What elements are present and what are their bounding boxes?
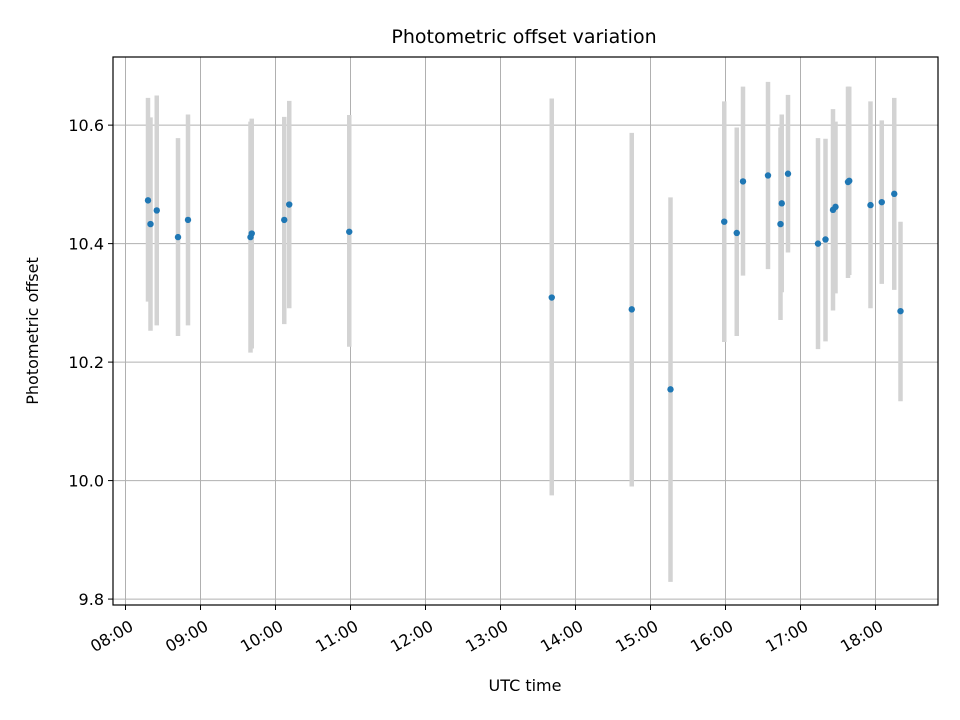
data-point bbox=[721, 218, 728, 225]
x-tick-label: 16:00 bbox=[687, 616, 736, 656]
x-tick-label: 13:00 bbox=[462, 616, 511, 656]
y-axis-ticks: 9.8 10.0 10.2 10.4 10.6 bbox=[68, 116, 113, 609]
data-point bbox=[147, 220, 154, 228]
data-point bbox=[144, 197, 152, 204]
y-tick-label: 10.4 bbox=[68, 235, 104, 254]
x-tick-label: 08:00 bbox=[87, 616, 136, 656]
data-point bbox=[764, 172, 772, 179]
data-point bbox=[891, 190, 898, 198]
data-point bbox=[784, 170, 792, 177]
data-point bbox=[867, 201, 874, 209]
data-point bbox=[897, 307, 904, 315]
x-tick-label: 09:00 bbox=[162, 616, 211, 656]
data-point bbox=[846, 177, 853, 185]
data-point bbox=[832, 203, 839, 211]
data-point bbox=[281, 216, 288, 224]
x-tick-label: 17:00 bbox=[762, 616, 811, 656]
x-tick-label: 10:00 bbox=[237, 616, 286, 656]
data-point bbox=[739, 178, 747, 185]
data-point bbox=[184, 216, 192, 224]
data-point bbox=[822, 236, 829, 243]
x-tick-label: 15:00 bbox=[612, 616, 661, 656]
x-tick-label: 11:00 bbox=[312, 616, 361, 656]
data-point bbox=[733, 229, 740, 237]
y-tick-label: 9.8 bbox=[79, 590, 104, 609]
x-axis-label: UTC time bbox=[489, 676, 562, 695]
chart-title: Photometric offset variation bbox=[391, 26, 656, 48]
x-axis-ticks: 08:00 09:00 10:00 11:00 12:00 13:00 14:00 15:00… bbox=[87, 605, 887, 656]
data-point bbox=[777, 220, 784, 228]
plot-frame bbox=[112, 56, 939, 606]
data-point bbox=[628, 306, 635, 313]
data-point bbox=[346, 228, 353, 235]
data-point bbox=[153, 207, 160, 214]
error-bars bbox=[145, 81, 903, 582]
data-point bbox=[667, 386, 674, 393]
x-tick-label: 12:00 bbox=[387, 616, 436, 656]
data-point bbox=[548, 294, 555, 301]
data-points bbox=[144, 170, 904, 393]
x-tick-label: 14:00 bbox=[537, 616, 586, 656]
data-point bbox=[878, 198, 885, 206]
x-tick-label: 18:00 bbox=[837, 616, 886, 656]
data-point bbox=[174, 233, 182, 241]
data-point bbox=[778, 200, 785, 207]
data-point bbox=[286, 201, 293, 208]
data-point bbox=[248, 230, 255, 237]
y-axis-label: Photometric offset bbox=[23, 257, 42, 405]
y-tick-label: 10.0 bbox=[68, 472, 104, 491]
y-tick-label: 10.2 bbox=[68, 353, 104, 372]
grid-lines bbox=[113, 57, 938, 605]
data-point bbox=[814, 240, 822, 247]
y-tick-label: 10.6 bbox=[68, 116, 104, 135]
